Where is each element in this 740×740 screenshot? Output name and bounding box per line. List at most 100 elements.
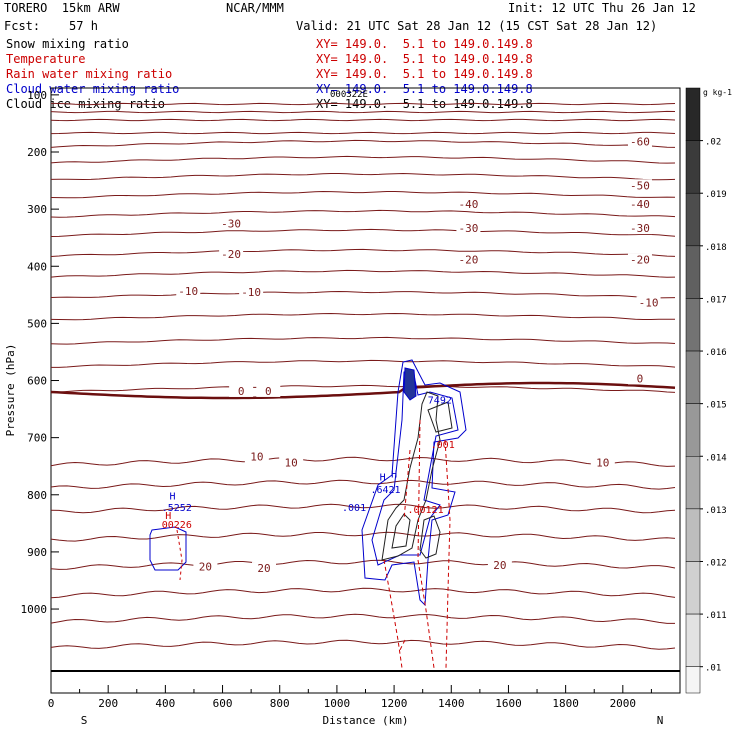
isotherm-label: -20 xyxy=(458,254,478,267)
isotherm-line xyxy=(50,172,676,181)
isotherm-label-bg xyxy=(279,456,304,469)
cloud-ice-contour xyxy=(419,515,441,559)
contour-labels: -60 -50 -40 -40 -30 -30 -30 -20 -20 -20 -10 -10 -10 0… xyxy=(162,135,661,575)
isotherm-line xyxy=(50,336,676,345)
cloud-ice-contour xyxy=(391,513,411,549)
isotherm-label-bg xyxy=(456,198,481,211)
isotherm-label-bg xyxy=(636,296,661,309)
field-value-label: .00121 xyxy=(407,505,443,516)
isotherm-label-bg xyxy=(487,559,512,572)
colorbar-unit: g kg-1 xyxy=(703,88,732,97)
isotherm-line xyxy=(50,209,676,218)
isotherm-label-bg xyxy=(176,284,201,297)
zero-isotherm xyxy=(50,381,676,400)
colorbar-tick-label: .012 xyxy=(705,558,727,568)
isotherm-label: 20 xyxy=(493,559,506,572)
isotherm-line xyxy=(50,155,676,164)
x-tick-label: 0 xyxy=(48,697,55,710)
isotherm-line xyxy=(50,503,676,514)
y-tick-label: 100 xyxy=(27,89,47,102)
y-tick-label: 600 xyxy=(27,375,47,388)
isotherm-label: -30 xyxy=(458,222,478,235)
x-axis-end-label-south: S xyxy=(81,714,88,727)
isotherm-label-bg xyxy=(456,253,481,266)
colorbar-tick-label: .015 xyxy=(705,401,727,411)
field-name-rain: Rain water mixing ratio xyxy=(6,67,173,81)
isotherm-line xyxy=(50,290,676,299)
isotherm-line xyxy=(50,228,676,237)
colorbar-tick-label: .013 xyxy=(705,506,727,516)
field-value-label: H xyxy=(380,472,386,483)
x-tick-label: 2000 xyxy=(610,697,637,710)
x-tick-label: 1000 xyxy=(324,697,351,710)
isotherm-line xyxy=(50,131,676,135)
isotherm-label-bg xyxy=(229,384,254,397)
valid-time: Valid: 21 UTC Sat 28 Jan 12 (15 CST Sat … xyxy=(296,19,658,33)
isotherm-label: -20 xyxy=(630,254,650,267)
x-tick-label: 1200 xyxy=(381,697,408,710)
isotherm-line xyxy=(50,118,676,122)
field-value-label: 7492 xyxy=(428,395,452,406)
isotherm-line xyxy=(50,613,675,624)
field-value-label: 00226 xyxy=(162,520,192,531)
field-xy-rain: XY= 149.0. 5.1 to 149.0.149.8 xyxy=(316,67,533,81)
field-name-cloud-water: Cloud water mixing ratio xyxy=(6,82,180,96)
isotherm-line xyxy=(50,190,676,199)
isotherm-label: 10 xyxy=(250,451,263,464)
temperature-isotherms xyxy=(50,102,676,650)
isotherm-label: -30 xyxy=(630,222,650,235)
isotherm-line xyxy=(51,359,676,368)
overlap-label: 000322E xyxy=(330,90,368,100)
isotherm-label: -10 xyxy=(639,296,659,309)
x-axis-label: Distance (km) xyxy=(322,714,408,727)
isotherm-line xyxy=(50,110,676,114)
colorbar-swatch xyxy=(685,561,701,615)
isotherm-label: 10 xyxy=(596,456,609,469)
colorbar-swatch xyxy=(685,403,701,457)
colorbar-swatch xyxy=(685,666,701,694)
rain-water-contour xyxy=(176,529,183,581)
field-value-label: .6421 xyxy=(370,485,400,496)
x-tick-label: 600 xyxy=(213,697,233,710)
cloud-water-contour xyxy=(403,367,417,401)
isotherm-line xyxy=(50,269,676,278)
field-value-label: .001 xyxy=(342,503,366,514)
colorbar-swatch xyxy=(685,456,701,510)
colorbar-swatch xyxy=(685,192,701,247)
colorbar: .02 .019 .018 .017 .016 .015 .014 .013 .012 .011.… xyxy=(685,87,732,694)
y-tick-label: 1000 xyxy=(21,603,48,616)
isotherm-label-bg xyxy=(244,450,269,463)
isotherm-label-bg xyxy=(219,247,244,260)
isotherm-label: 20 xyxy=(257,562,270,575)
isotherm-label: 0 xyxy=(265,385,272,398)
isotherm-label: -60 xyxy=(630,135,650,148)
isotherm-label-bg xyxy=(219,217,244,230)
x-tick-label: 800 xyxy=(270,697,290,710)
isotherm-label-bg xyxy=(627,372,652,385)
init-time: Init: 12 UTC Thu 26 Jan 12 xyxy=(508,1,696,15)
field-name-temperature: Temperature xyxy=(6,52,86,66)
isotherm-line xyxy=(50,248,676,257)
field-value-label: H xyxy=(169,491,175,502)
cloud-ice-contour xyxy=(381,391,441,561)
isotherm-line xyxy=(50,479,676,490)
colorbar-swatch xyxy=(685,508,701,562)
isotherm-line xyxy=(50,456,676,467)
x-tick-label: 1400 xyxy=(438,697,465,710)
x-tick-label: 400 xyxy=(155,697,175,710)
center-title: NCAR/MMM xyxy=(226,1,284,15)
y-tick-label: 200 xyxy=(27,146,47,159)
isotherm-label: -50 xyxy=(630,179,650,192)
colorbar-tick-label: .017 xyxy=(705,295,727,305)
y-axis-label: Pressure (hPa) xyxy=(4,344,17,437)
y-tick-label: 700 xyxy=(27,432,47,445)
isotherm-line xyxy=(50,587,676,599)
field-name-snow: Snow mixing ratio xyxy=(6,37,129,51)
x-tick-label: 200 xyxy=(98,697,118,710)
isotherm-label-bg xyxy=(239,286,264,299)
field-xy-cloud-ice: XY= 149.0. 5.1 to 149.0.149.8 xyxy=(316,97,533,111)
colorbar-tick-label: .02 xyxy=(705,138,721,148)
rain-water-contour xyxy=(383,419,451,669)
isotherm-label: 0 xyxy=(637,372,644,385)
colorbar-swatch xyxy=(685,298,701,352)
